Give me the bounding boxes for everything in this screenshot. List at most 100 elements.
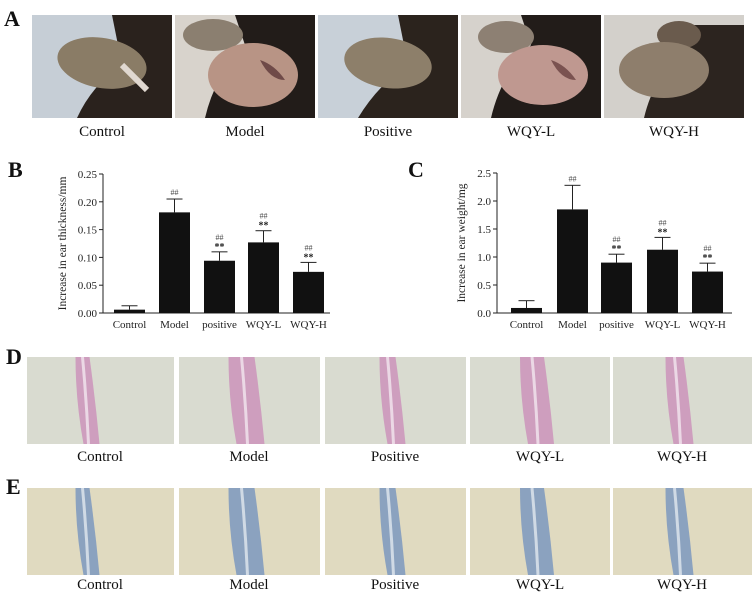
he-caption-positive: Positive xyxy=(370,449,420,465)
photo-caption-wqy-l: WQY-L xyxy=(506,124,556,140)
he-stain-tissue-section xyxy=(665,357,694,444)
bar-wqy-l xyxy=(248,242,279,313)
y-tick-label: 0.5 xyxy=(477,280,491,292)
he-stain-tissue-section xyxy=(379,357,406,444)
toluidine-stain-tissue-section xyxy=(228,488,265,575)
ear-photo-control xyxy=(32,15,172,118)
chart-ear-thickness: 0.00 0.05 0.10 0.15 0.20 0.25 Increase in ear … xyxy=(57,169,330,331)
y-tick-label: 1.0 xyxy=(477,252,491,264)
he-stain-image-control xyxy=(27,357,174,444)
chart-ear-weight: 0.0 0.5 1.0 1.5 2.0 2.5 Increase in ear weight… xyxy=(456,168,732,331)
toluidine-stain-image-model xyxy=(179,488,320,575)
y-tick-label: 0.20 xyxy=(78,197,98,209)
ear-photo-positive xyxy=(318,15,458,118)
significance-hash: ## xyxy=(305,243,313,252)
significance-star: ** xyxy=(658,227,668,238)
toluidine-stain-image-positive xyxy=(325,488,466,575)
y-tick-label: 0.0 xyxy=(477,308,491,320)
ear-photo-positive-art xyxy=(318,15,458,118)
he-stain-image-positive xyxy=(325,357,466,444)
x-tick-label: WQY-L xyxy=(246,319,282,331)
bar-positive xyxy=(601,262,632,313)
significance-star: ** xyxy=(304,252,314,263)
x-tick-label: Model xyxy=(160,319,189,331)
he-stain-tissue-section xyxy=(75,357,100,444)
x-tick-label: WQY-H xyxy=(290,319,327,331)
he-stain-tissue-section xyxy=(228,357,265,444)
tb-caption-control: Control xyxy=(77,577,123,593)
he-caption-wqy-h: WQY-H xyxy=(657,449,707,465)
he-caption-model: Model xyxy=(229,449,269,465)
ear-photo-model-art xyxy=(175,15,315,118)
bar-model xyxy=(159,212,190,313)
ear-photo-wqy-h xyxy=(604,15,744,118)
toluidine-stain-image-wqy-h xyxy=(613,488,752,575)
toluidine-stain-tissue-section xyxy=(75,488,100,575)
significance-star: ** xyxy=(259,221,269,232)
toluidine-stain-tissue-section xyxy=(520,488,554,575)
photo-caption-model: Model xyxy=(225,124,265,140)
y-tick-label: 1.5 xyxy=(477,224,491,236)
significance-star: ** xyxy=(703,253,713,264)
bar-positive xyxy=(204,260,235,313)
y-tick-label: 0.15 xyxy=(78,225,98,237)
panel-letter-e: E xyxy=(6,474,21,499)
toluidine-stain-tissue-section xyxy=(379,488,406,575)
significance-hash: ## xyxy=(260,212,268,221)
panel-letter-b: B xyxy=(8,157,23,182)
photo-caption-wqy-h: WQY-H xyxy=(649,124,699,140)
toluidine-stain-image-control xyxy=(27,488,174,575)
x-tick-label: positive xyxy=(202,319,237,331)
significance-hash: ## xyxy=(569,174,577,183)
x-tick-label: positive xyxy=(599,319,634,331)
panel-letter-c: C xyxy=(408,157,424,182)
bar-model xyxy=(557,209,588,313)
x-tick-label: Control xyxy=(113,319,147,331)
bar-wqy-l xyxy=(647,249,678,313)
y-tick-label: 0.05 xyxy=(78,280,98,292)
significance-star: ** xyxy=(612,244,622,255)
panel-letter-d: D xyxy=(6,344,22,369)
panel-letter-a: A xyxy=(4,6,20,31)
tb-caption-wqy-l: WQY-L xyxy=(515,577,565,593)
photo-caption-positive: Positive xyxy=(363,124,413,140)
ear-photo-wqy-h-art xyxy=(604,15,744,118)
y-tick-label: 0.25 xyxy=(78,169,98,181)
ear-photo-control-art xyxy=(32,15,172,118)
bar-control xyxy=(114,309,145,313)
toluidine-stain-image-wqy-l xyxy=(470,488,610,575)
y-tick-label: 0.10 xyxy=(78,252,98,264)
tb-caption-wqy-h: WQY-H xyxy=(657,577,707,593)
significance-hash: ## xyxy=(613,235,621,244)
he-stain-image-model xyxy=(179,357,320,444)
y-tick-label: 2.0 xyxy=(477,196,491,208)
ear-photo-wqy-l xyxy=(461,15,601,118)
he-stain-image-wqy-l xyxy=(470,357,610,444)
ear-photo-wqy-l-art xyxy=(461,15,601,118)
photo-caption-control: Control xyxy=(79,124,125,140)
significance-hash: ## xyxy=(704,244,712,253)
significance-hash: ## xyxy=(659,218,667,227)
y-tick-label: 2.5 xyxy=(477,168,491,180)
significance-hash: ## xyxy=(171,188,179,197)
he-caption-control: Control xyxy=(77,449,123,465)
ear-photo-model xyxy=(175,15,315,118)
y-axis-label: Increase in ear weight/mg xyxy=(456,183,468,302)
x-tick-label: Control xyxy=(510,319,544,331)
bar-wqy-h xyxy=(692,271,723,313)
significance-hash: ## xyxy=(216,233,224,242)
bar-wqy-h xyxy=(293,271,324,313)
tb-caption-model: Model xyxy=(229,577,269,593)
significance-star: ** xyxy=(215,242,225,253)
y-tick-label: 0.00 xyxy=(78,308,98,320)
x-tick-label: WQY-L xyxy=(645,319,681,331)
x-tick-label: Model xyxy=(558,319,587,331)
bar-control xyxy=(511,307,542,313)
he-stain-image-wqy-h xyxy=(613,357,752,444)
toluidine-stain-tissue-section xyxy=(665,488,694,575)
tb-caption-positive: Positive xyxy=(370,577,420,593)
y-axis-label: Increase in ear thickness/mm xyxy=(57,177,69,311)
he-stain-tissue-section xyxy=(520,357,554,444)
he-caption-wqy-l: WQY-L xyxy=(515,449,565,465)
x-tick-label: WQY-H xyxy=(689,319,726,331)
